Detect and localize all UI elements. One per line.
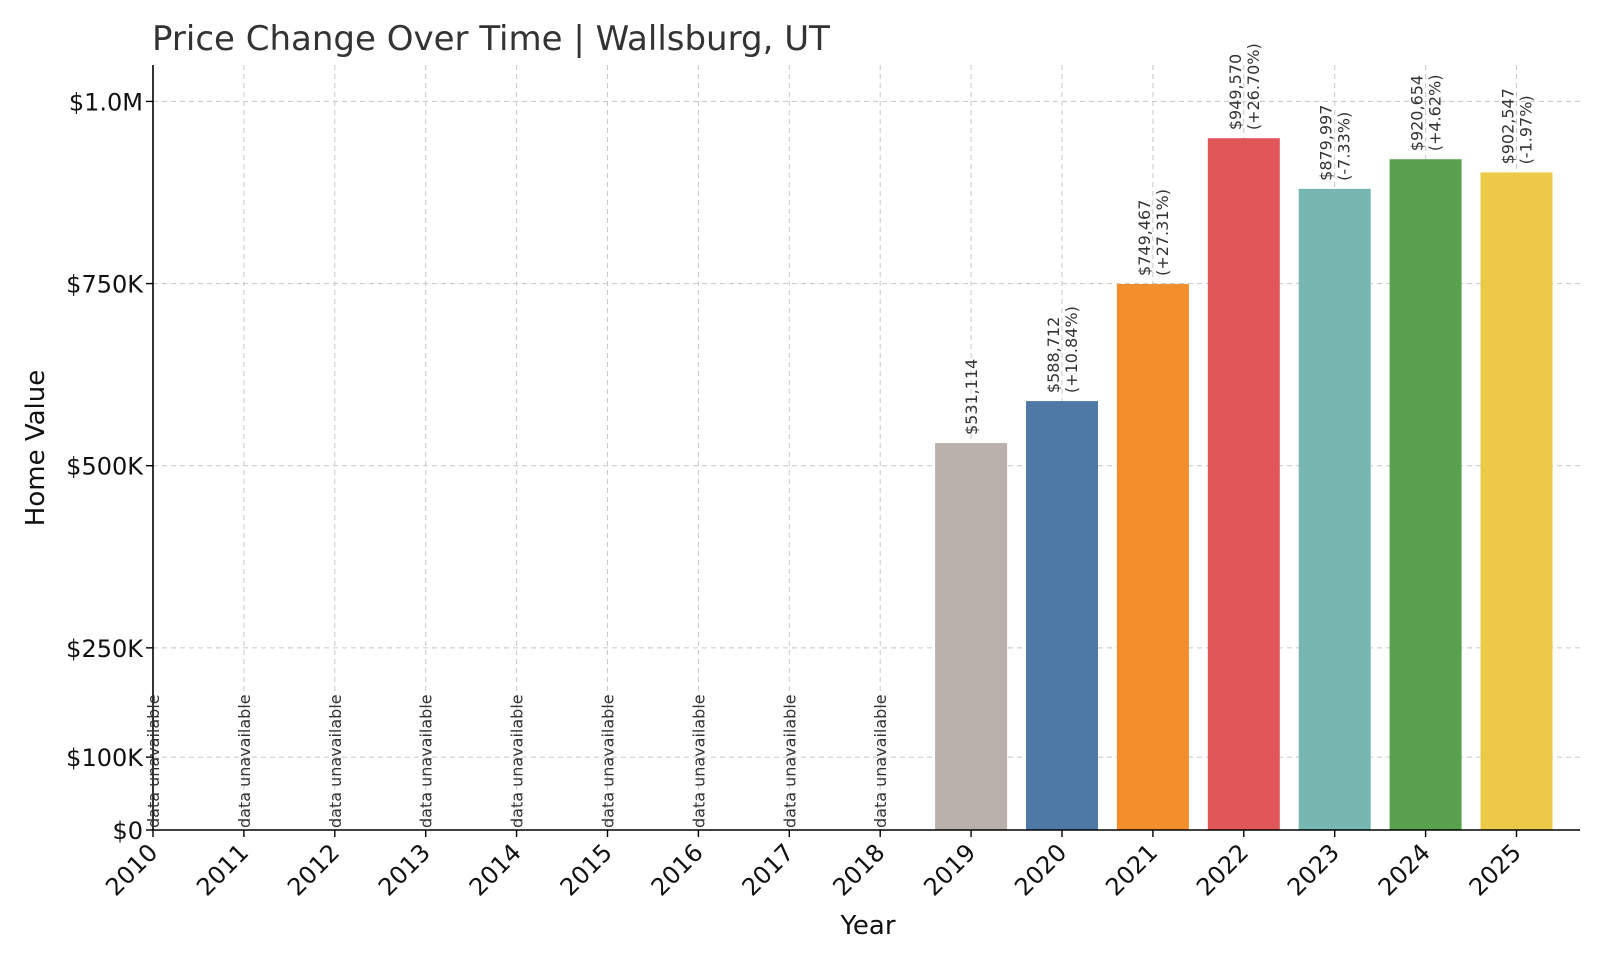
change-label: (+4.62%) — [1426, 75, 1445, 152]
bar — [1116, 283, 1189, 831]
x-tick-label: 2012 — [282, 838, 345, 901]
unavailable-label: data unavailable — [144, 694, 163, 828]
change-label: (-7.33%) — [1335, 112, 1354, 181]
unavailable-label: data unavailable — [417, 694, 436, 828]
bar — [1026, 401, 1098, 830]
value-label: $749,467 — [1135, 200, 1154, 276]
value-label: $531,114 — [962, 359, 981, 435]
x-axis-label: Year — [839, 911, 895, 941]
change-label: (+26.70%) — [1244, 43, 1263, 130]
bars — [935, 138, 1553, 831]
x-tick-label: 2013 — [373, 838, 436, 901]
x-tick-label: 2018 — [827, 838, 890, 901]
y-tick-label: $100K — [66, 744, 144, 772]
x-tick-label: 2010 — [100, 838, 163, 901]
change-label: (+10.84%) — [1062, 306, 1081, 393]
bar — [1480, 172, 1553, 830]
unavailable-label: data unavailable — [599, 694, 618, 828]
x-tick-label: 2023 — [1282, 838, 1345, 901]
axes — [146, 65, 1580, 837]
y-axis-label: Home Value — [21, 370, 51, 526]
bar — [1389, 159, 1462, 830]
value-label: $920,654 — [1408, 75, 1427, 151]
value-label: $588,712 — [1044, 317, 1063, 393]
unavailable-label: data unavailable — [871, 694, 890, 828]
change-label: (+27.31%) — [1153, 189, 1172, 276]
x-tick-label: 2024 — [1373, 838, 1436, 901]
bar — [1207, 138, 1280, 831]
x-tick-label: 2011 — [191, 838, 254, 901]
value-label: $879,997 — [1317, 105, 1336, 181]
x-tick-label: 2015 — [555, 838, 618, 901]
unavailable-label: data unavailable — [689, 694, 708, 828]
value-label: $902,547 — [1499, 88, 1518, 164]
y-tick-label: $750K — [66, 271, 144, 299]
unavailable-label: data unavailable — [508, 694, 527, 828]
x-tick-label: 2014 — [464, 838, 527, 901]
y-tick-label: $250K — [66, 635, 144, 663]
chart-title: Price Change Over Time | Wallsburg, UT — [152, 19, 830, 59]
x-tick-label: 2021 — [1100, 838, 1163, 901]
x-tick-label: 2019 — [918, 838, 981, 901]
x-tick-label: 2020 — [1009, 838, 1072, 901]
unavailable-label: data unavailable — [326, 694, 345, 828]
bar — [935, 443, 1008, 830]
y-tick-label: $500K — [66, 453, 144, 481]
y-tick-label: $0 — [112, 817, 143, 845]
change-label: (-1.97%) — [1517, 95, 1536, 164]
x-tick-label: 2017 — [737, 838, 800, 901]
unavailable-label: data unavailable — [780, 694, 799, 828]
y-tick-label: $1.0M — [69, 88, 143, 116]
x-tick-label: 2025 — [1464, 838, 1527, 901]
unavailable-label: data unavailable — [235, 694, 254, 828]
x-tick-label: 2022 — [1191, 838, 1254, 901]
x-tick-label: 2016 — [646, 838, 709, 901]
value-label: $949,570 — [1226, 54, 1245, 130]
bar — [1298, 188, 1371, 831]
